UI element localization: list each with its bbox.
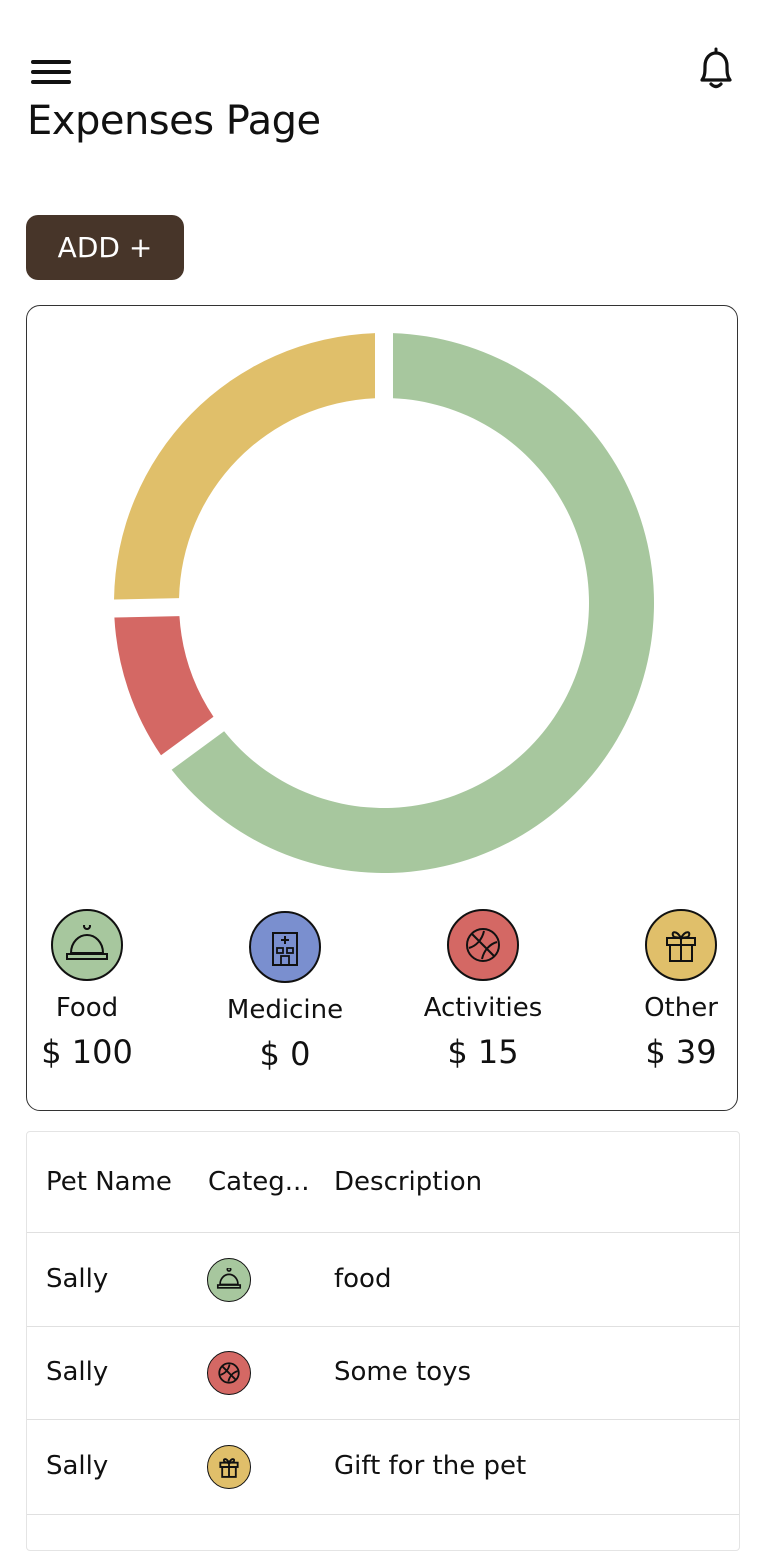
expenses-chart-card: Food $ 100 Medicine $ 0 Activities $ (26, 305, 738, 1111)
gift-icon (207, 1445, 251, 1489)
column-header-pet-name[interactable]: Pet Name (46, 1167, 172, 1197)
table-header-row: Pet Name Categ... Description (27, 1132, 739, 1233)
column-header-category[interactable]: Categ... (208, 1167, 310, 1197)
bell-icon[interactable] (694, 44, 738, 92)
table-row[interactable]: Sally food (27, 1233, 739, 1327)
ball-icon (207, 1351, 251, 1395)
table-row[interactable]: Sally Some toys (27, 1327, 739, 1420)
pet-name-cell: Sally (46, 1451, 109, 1481)
hamburger-menu-icon[interactable] (31, 57, 71, 87)
expenses-table: Pet Name Categ... Description Sally food… (26, 1131, 740, 1551)
legend-value: $ 15 (447, 1033, 519, 1071)
legend-other: Other $ 39 (601, 909, 761, 1071)
column-header-description[interactable]: Description (334, 1167, 483, 1197)
legend-value: $ 100 (41, 1033, 133, 1071)
legend-label: Medicine (226, 995, 344, 1025)
hospital-icon (249, 911, 321, 983)
table-row[interactable]: Sally Gift for the pet (27, 1420, 739, 1515)
legend-activities: Activities $ 15 (403, 909, 563, 1071)
legend-value: $ 39 (645, 1033, 717, 1071)
pet-name-cell: Sally (46, 1264, 109, 1294)
description-cell: Some toys (334, 1357, 472, 1387)
description-cell: Gift for the pet (334, 1451, 527, 1481)
add-expense-button[interactable]: ADD + (26, 215, 184, 280)
legend-label: Activities (423, 993, 543, 1023)
legend-label: Other (644, 993, 718, 1023)
legend-value: $ 0 (259, 1035, 311, 1073)
expenses-donut-chart (114, 333, 655, 874)
ball-icon (447, 909, 519, 981)
legend-label: Food (55, 993, 119, 1023)
pet-name-cell: Sally (46, 1357, 109, 1387)
food-cloche-icon (207, 1258, 251, 1302)
donut-slice-activities[interactable] (114, 616, 214, 756)
donut-slice-other[interactable] (114, 333, 376, 600)
gift-icon (645, 909, 717, 981)
legend-food: Food $ 100 (7, 909, 167, 1071)
food-cloche-icon (51, 909, 123, 981)
legend-medicine: Medicine $ 0 (205, 911, 365, 1073)
description-cell: food (334, 1264, 392, 1294)
page-title: Expenses Page (27, 98, 321, 144)
